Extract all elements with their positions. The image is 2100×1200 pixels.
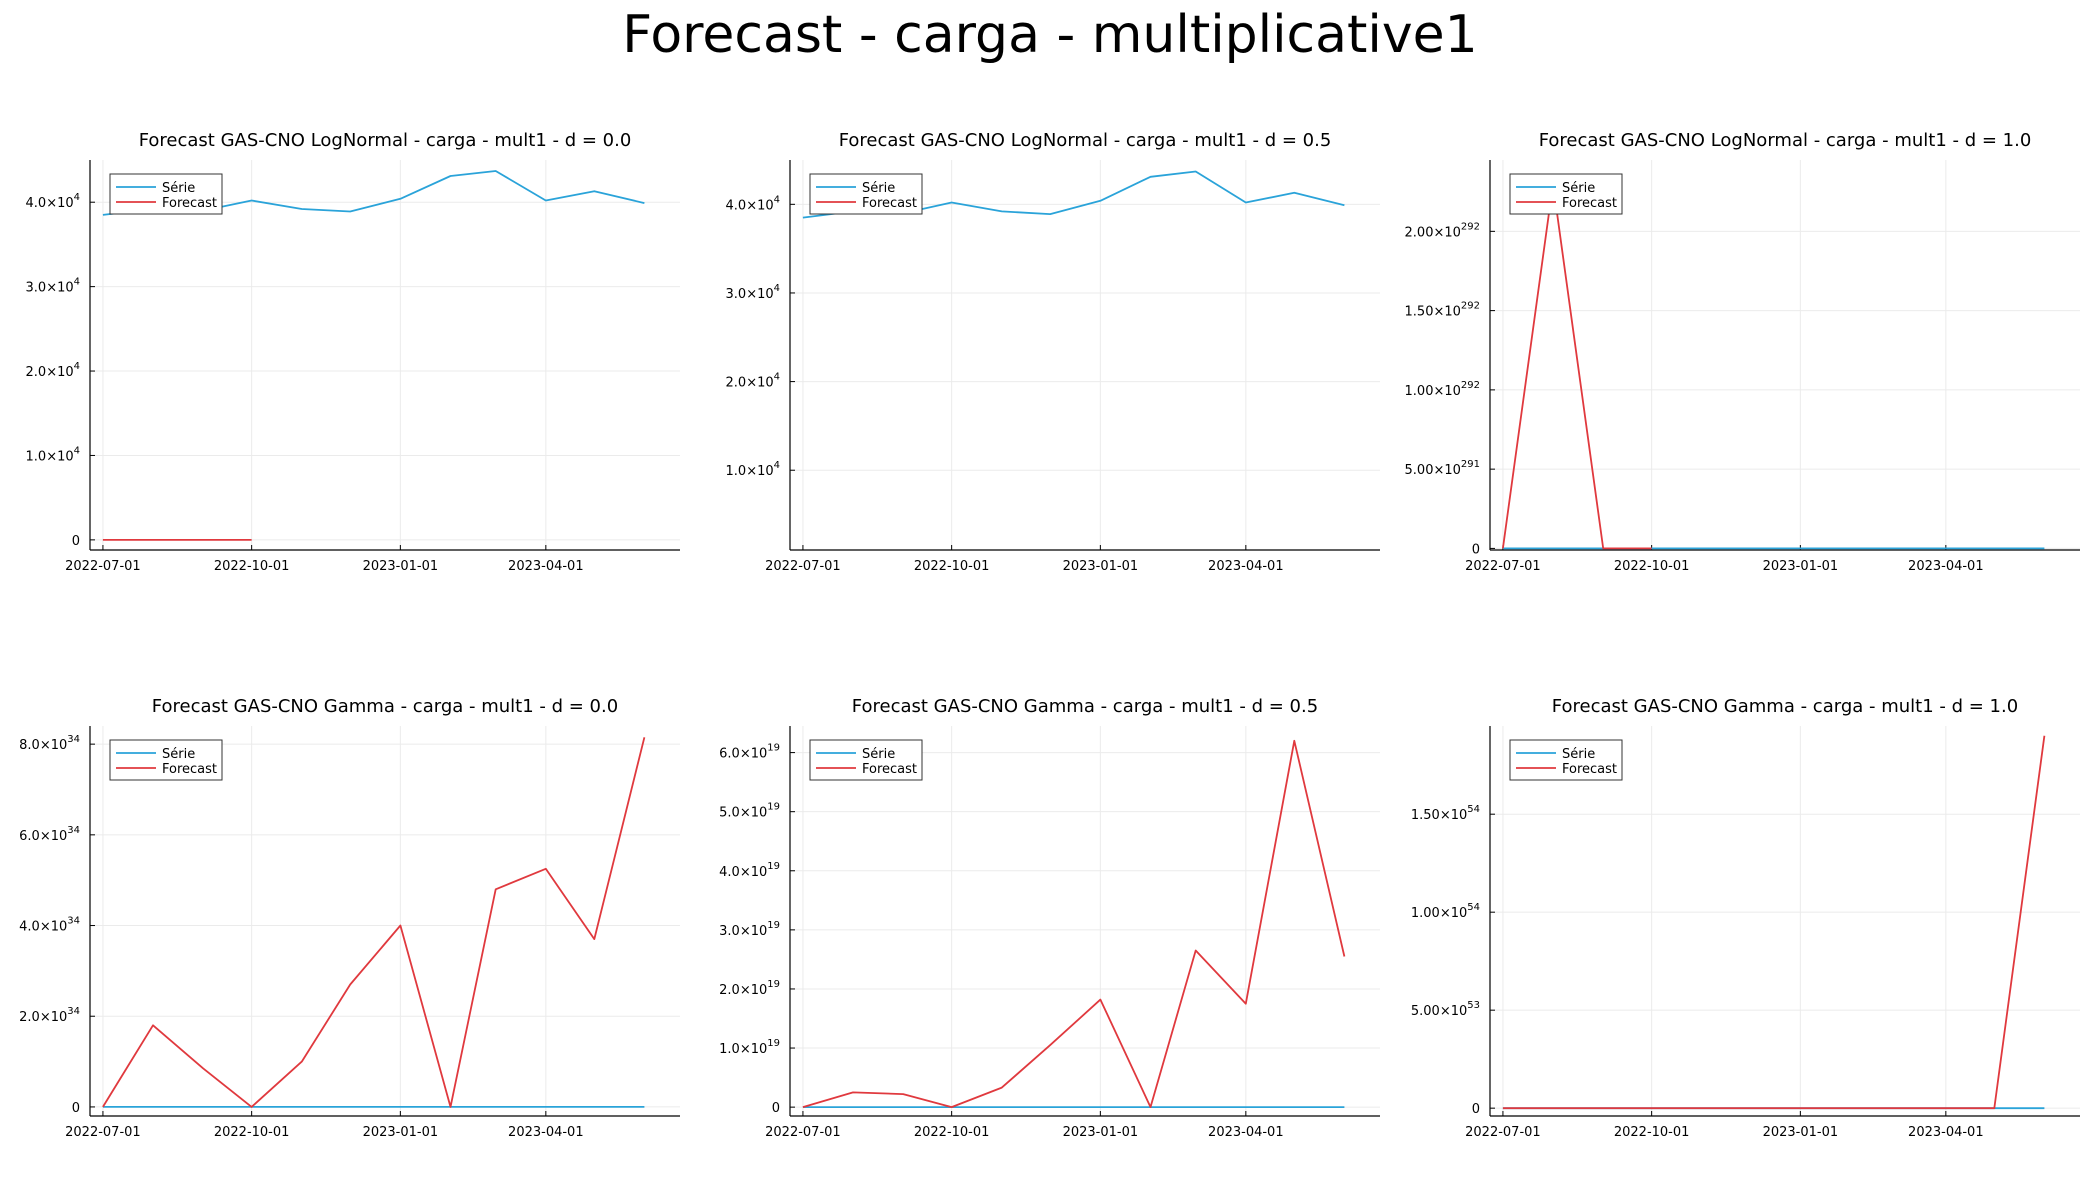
legend-box bbox=[1509, 739, 1623, 781]
x-tick-label: 2023-01-01 bbox=[1063, 559, 1139, 574]
y-tick-label: 6.0×1034 bbox=[19, 825, 80, 844]
y-tick-label: 4.0×1019 bbox=[719, 861, 780, 880]
x-tick-label: 2023-01-01 bbox=[363, 1125, 439, 1140]
legend-box bbox=[109, 173, 223, 215]
x-tick-label: 2022-10-01 bbox=[914, 559, 990, 574]
chart-panel-1: Forecast GAS-CNO LogNormal - carga - mul… bbox=[26, 130, 680, 574]
legend-label: Série bbox=[1562, 747, 1595, 762]
chart-title: Forecast GAS-CNO LogNormal - carga - mul… bbox=[1539, 130, 2032, 151]
y-tick-label: 4.0×104 bbox=[726, 194, 780, 213]
chart-panel-3: Forecast GAS-CNO LogNormal - carga - mul… bbox=[1405, 130, 2080, 574]
legend-label: Série bbox=[862, 747, 895, 762]
series-line-forecast bbox=[802, 739, 1346, 1109]
x-tick-label: 2022-07-01 bbox=[1465, 1125, 1541, 1140]
x-tick-label: 2022-07-01 bbox=[765, 559, 841, 574]
y-tick-label: 2.0×1034 bbox=[19, 1006, 80, 1025]
x-tick-label: 2022-07-01 bbox=[65, 559, 141, 574]
x-tick-label: 2023-01-01 bbox=[363, 559, 439, 574]
series-line-forecast bbox=[1502, 735, 2046, 1110]
figure-title: Forecast - carga - multiplicative1 bbox=[622, 5, 1478, 65]
y-tick-label: 8.0×1034 bbox=[19, 734, 80, 753]
y-tick-label: 4.0×104 bbox=[26, 192, 80, 211]
x-tick-label: 2022-10-01 bbox=[914, 1125, 990, 1140]
x-tick-label: 2022-10-01 bbox=[1614, 1125, 1690, 1140]
x-tick-label: 2023-01-01 bbox=[1063, 1125, 1139, 1140]
y-tick-label: 6.0×1019 bbox=[719, 743, 780, 762]
x-tick-label: 2022-07-01 bbox=[765, 1125, 841, 1140]
chart-title: Forecast GAS-CNO LogNormal - carga - mul… bbox=[139, 130, 632, 151]
y-tick-label: 5.0×1019 bbox=[719, 802, 780, 821]
chart-title: Forecast GAS-CNO LogNormal - carga - mul… bbox=[839, 130, 1332, 151]
y-tick-label: 0 bbox=[72, 534, 80, 549]
y-tick-label: 5.00×10291 bbox=[1405, 459, 1480, 478]
x-tick-label: 2023-01-01 bbox=[1763, 1125, 1839, 1140]
chart-panel-4: Forecast GAS-CNO Gamma - carga - mult1 -… bbox=[19, 696, 680, 1140]
legend-label: Forecast bbox=[162, 196, 217, 211]
x-tick-label: 2023-04-01 bbox=[1908, 559, 1984, 574]
x-tick-label: 2022-10-01 bbox=[214, 1125, 290, 1140]
y-tick-label: 2.0×104 bbox=[726, 372, 780, 391]
x-tick-label: 2023-04-01 bbox=[508, 559, 584, 574]
legend-label: Série bbox=[1562, 181, 1595, 196]
legend-label: Série bbox=[162, 747, 195, 762]
x-tick-label: 2023-01-01 bbox=[1763, 559, 1839, 574]
series-line-forecast bbox=[1502, 182, 1652, 550]
y-tick-label: 2.00×10292 bbox=[1405, 221, 1480, 240]
chart-panel-6: Forecast GAS-CNO Gamma - carga - mult1 -… bbox=[1411, 696, 2080, 1140]
legend-label: Série bbox=[862, 181, 895, 196]
legend-label: Forecast bbox=[1562, 762, 1617, 777]
y-tick-label: 1.0×104 bbox=[26, 445, 80, 464]
y-tick-label: 1.0×1019 bbox=[719, 1038, 780, 1057]
x-tick-label: 2023-04-01 bbox=[1908, 1125, 1984, 1140]
x-tick-label: 2022-10-01 bbox=[214, 559, 290, 574]
chart-panel-5: Forecast GAS-CNO Gamma - carga - mult1 -… bbox=[719, 696, 1380, 1140]
y-tick-label: 3.0×1019 bbox=[719, 920, 780, 939]
chart-title: Forecast GAS-CNO Gamma - carga - mult1 -… bbox=[852, 696, 1318, 717]
legend-label: Forecast bbox=[862, 196, 917, 211]
legend-box bbox=[1509, 173, 1623, 215]
y-tick-label: 1.0×104 bbox=[726, 460, 780, 479]
x-tick-label: 2022-07-01 bbox=[1465, 559, 1541, 574]
y-tick-label: 5.00×1053 bbox=[1411, 1000, 1480, 1019]
y-tick-label: 2.0×1019 bbox=[719, 979, 780, 998]
chart-title: Forecast GAS-CNO Gamma - carga - mult1 -… bbox=[152, 696, 618, 717]
x-tick-label: 2022-07-01 bbox=[65, 1125, 141, 1140]
x-tick-label: 2023-04-01 bbox=[1208, 1125, 1284, 1140]
legend-label: Forecast bbox=[1562, 196, 1617, 211]
series-line-forecast bbox=[102, 737, 646, 1108]
legend-box bbox=[809, 173, 923, 215]
legend-label: Série bbox=[162, 181, 195, 196]
y-tick-label: 1.00×10292 bbox=[1405, 380, 1480, 399]
x-tick-label: 2023-04-01 bbox=[1208, 559, 1284, 574]
y-tick-label: 1.50×10292 bbox=[1405, 301, 1480, 320]
y-tick-label: 4.0×1034 bbox=[19, 916, 80, 935]
x-tick-label: 2023-04-01 bbox=[508, 1125, 584, 1140]
chart-panel-2: Forecast GAS-CNO LogNormal - carga - mul… bbox=[726, 130, 1380, 574]
legend-label: Forecast bbox=[162, 762, 217, 777]
legend-box bbox=[809, 739, 923, 781]
chart-title: Forecast GAS-CNO Gamma - carga - mult1 -… bbox=[1552, 696, 2018, 717]
y-tick-label: 2.0×104 bbox=[26, 361, 80, 380]
y-tick-label: 3.0×104 bbox=[26, 277, 80, 296]
x-tick-label: 2022-10-01 bbox=[1614, 559, 1690, 574]
y-tick-label: 0 bbox=[1472, 542, 1480, 557]
y-tick-label: 1.50×1054 bbox=[1411, 804, 1480, 823]
y-tick-label: 0 bbox=[72, 1101, 80, 1116]
y-tick-label: 0 bbox=[772, 1101, 780, 1116]
legend-box bbox=[109, 739, 223, 781]
y-tick-label: 3.0×104 bbox=[726, 283, 780, 302]
legend-label: Forecast bbox=[862, 762, 917, 777]
y-tick-label: 1.00×1054 bbox=[1411, 902, 1480, 921]
y-tick-label: 0 bbox=[1472, 1102, 1480, 1117]
